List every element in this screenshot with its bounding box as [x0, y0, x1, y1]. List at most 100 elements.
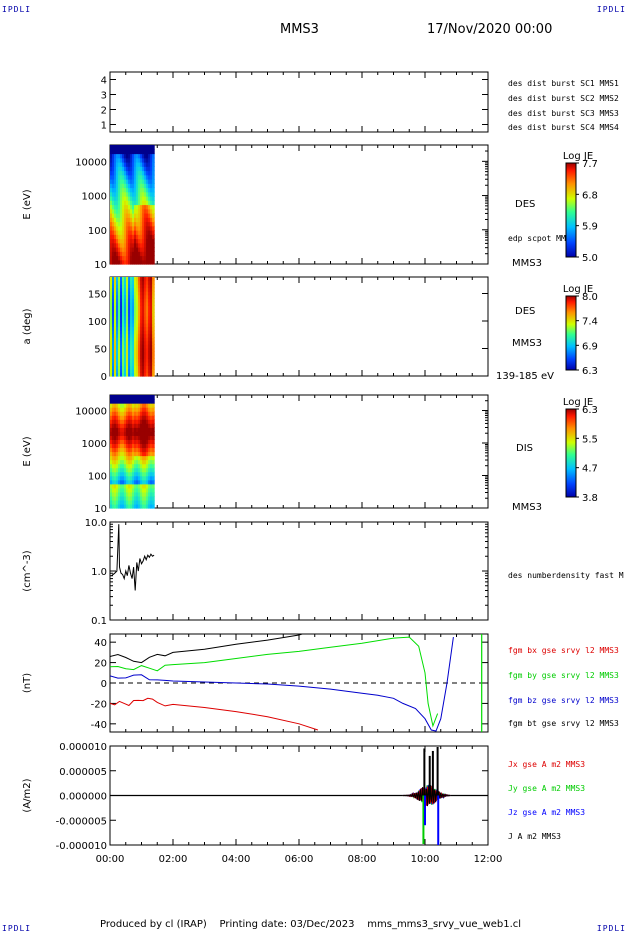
- spectrogram-cell: [116, 491, 119, 497]
- y-tick-label: -0.000005: [56, 816, 107, 827]
- spectrogram-cell: [124, 294, 127, 299]
- spectrogram-cell: [114, 340, 117, 345]
- spectrogram-cell: [112, 333, 115, 338]
- spectrogram-cell: [144, 280, 147, 285]
- spectrogram-cell: [124, 403, 127, 408]
- spectrogram-cell: [120, 200, 123, 206]
- spectrogram-cell: [144, 153, 147, 159]
- spectrogram-cell: [118, 419, 121, 424]
- spectrogram-cell: [132, 308, 135, 313]
- spectrogram-cell: [120, 326, 123, 331]
- spectrogram-cell: [146, 455, 149, 461]
- spectrogram-cell: [140, 191, 143, 197]
- spectrogram-cell: [116, 399, 119, 404]
- spectrogram-cell: [130, 447, 133, 453]
- spectrogram-cell: [142, 399, 145, 404]
- spectrogram-cell: [142, 247, 145, 252]
- spectrogram-cell: [152, 459, 155, 465]
- spectrogram-cell: [130, 251, 133, 257]
- spectrogram-cell: [128, 344, 131, 349]
- spectrogram-cell: [110, 372, 113, 377]
- spectrogram-cell: [148, 183, 151, 189]
- spectrogram-cell: [134, 483, 137, 489]
- spectrogram-cell: [120, 196, 123, 201]
- spectrogram-cell: [136, 166, 139, 172]
- spectrogram-cell: [144, 301, 147, 306]
- spectrogram-cell: [114, 259, 117, 265]
- spectrogram-cell: [134, 431, 137, 436]
- y-axis-label-dis-energy: E (eV): [22, 436, 33, 466]
- time-tick-label: 06:00: [285, 854, 314, 865]
- spectrogram-cell: [130, 217, 133, 223]
- spectrogram-cell: [136, 196, 139, 201]
- spectrogram-cell: [114, 479, 117, 485]
- spectrogram-cell: [128, 491, 131, 497]
- spectrogram-cell: [134, 347, 137, 352]
- spectrogram-cell: [140, 427, 143, 432]
- spectrogram-cell: [122, 298, 125, 303]
- spectrogram-cell: [110, 475, 113, 481]
- spectrogram-cell: [152, 495, 155, 501]
- spectrogram-cell: [148, 187, 151, 193]
- spectrogram-cell: [144, 174, 147, 180]
- spectrogram-cell: [128, 170, 131, 176]
- spectrogram-cell: [148, 162, 151, 167]
- spectrogram-cell: [134, 204, 137, 210]
- spectrogram-cell: [136, 475, 139, 481]
- spectrogram-cell: [132, 179, 135, 184]
- spectrogram-cell: [150, 455, 153, 461]
- spectrogram-cell: [142, 499, 145, 505]
- spectrogram-cell: [148, 221, 151, 227]
- spectrogram-cell: [134, 411, 137, 416]
- spectrogram-cell: [146, 395, 149, 400]
- spectrogram-cell: [134, 491, 137, 497]
- spectrogram-cell: [140, 431, 143, 436]
- spectrogram-cell: [136, 479, 139, 485]
- spectrogram-cell: [110, 354, 113, 359]
- spectrogram-cell: [128, 255, 131, 261]
- spectrogram-cell: [146, 291, 149, 296]
- spectrogram-cell: [136, 365, 139, 370]
- y-tick-label: 0.000010: [59, 742, 107, 753]
- date-title: 17/Nov/2020 00:00: [427, 22, 553, 37]
- spectrogram-cell: [130, 230, 133, 235]
- spectrogram-cell: [126, 471, 129, 477]
- spectrogram-cell: [136, 213, 139, 218]
- spectrogram-cell: [142, 183, 145, 189]
- spectrogram-cell: [124, 358, 127, 363]
- spectrogram-cell: [152, 411, 155, 416]
- spectrogram-cell: [122, 255, 125, 261]
- fgm-by-legend: fgm by gse srvy l2 MMS3: [508, 671, 619, 680]
- spectrogram-cell: [114, 471, 117, 477]
- spectrogram-cell: [128, 403, 131, 408]
- spectrogram-cell: [150, 459, 153, 465]
- spectrogram-cell: [124, 443, 127, 449]
- spectrogram-cell: [152, 191, 155, 197]
- spectrogram-cell: [116, 475, 119, 481]
- spectrogram-cell: [142, 191, 145, 197]
- spectrogram-cell: [120, 451, 123, 457]
- spectrogram-cell: [118, 242, 121, 248]
- spectrogram-cell: [126, 242, 129, 248]
- spectrogram-cell: [146, 234, 149, 240]
- spectrogram-cell: [132, 459, 135, 465]
- spectrogram-cell: [138, 368, 141, 374]
- spectrogram-cell: [152, 491, 155, 497]
- spectrogram-cell: [114, 499, 117, 505]
- spectrogram-cell: [120, 294, 123, 299]
- spectrogram-cell: [138, 354, 141, 359]
- spectrogram-cell: [144, 294, 147, 299]
- spectrogram-cell: [138, 153, 141, 159]
- spectrogram-cell: [128, 326, 131, 331]
- spectrogram-cell: [140, 287, 143, 292]
- spectrogram-cell: [148, 251, 151, 257]
- spectrogram-cell: [118, 337, 121, 342]
- spectrogram-cell: [142, 395, 145, 400]
- spectrogram-cell: [116, 145, 119, 150]
- spectrogram-cell: [144, 221, 147, 227]
- spectrogram-cell: [146, 372, 149, 377]
- spectrogram-cell: [126, 503, 129, 509]
- spectrogram-cell: [146, 333, 149, 338]
- burst-legend-mms1: des dist burst SC1 MMS1: [508, 79, 619, 88]
- spectrogram-cell: [136, 419, 139, 424]
